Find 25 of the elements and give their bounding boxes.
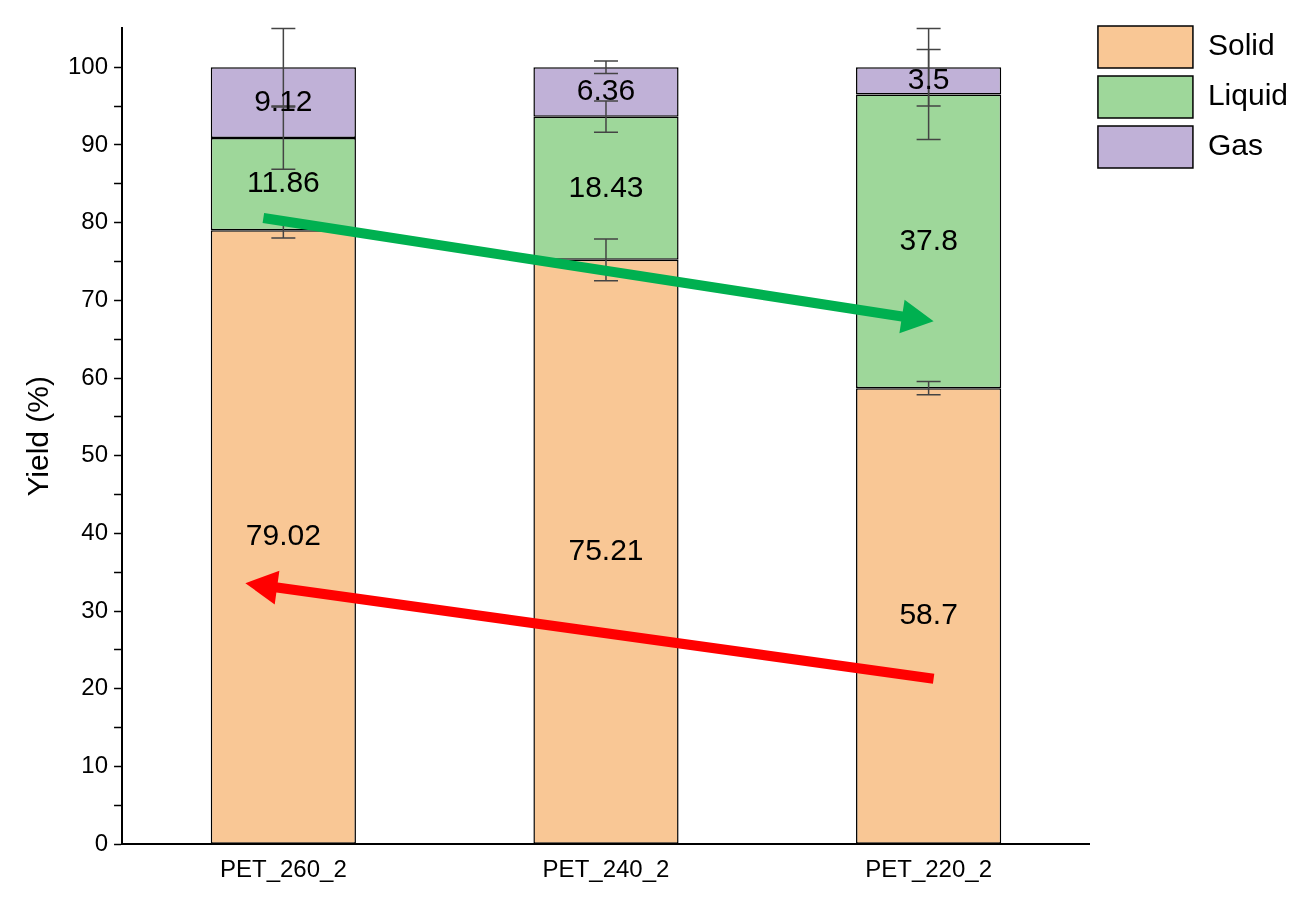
y-tick-label: 40 (81, 518, 109, 546)
y-tick-label: 0 (94, 828, 109, 856)
y-tick-label: 30 (81, 595, 109, 623)
y-tick-label: 60 (81, 362, 109, 390)
y-tick-label: 100 (68, 51, 109, 79)
y-tick-label: 10 (81, 751, 109, 779)
legend-label: Liquid (1207, 78, 1289, 112)
data-label: 6.36 (576, 73, 636, 107)
data-label: 58.7 (899, 597, 958, 631)
y-tick-label: 80 (81, 207, 109, 235)
data-label: 18.43 (568, 169, 644, 203)
y-tick-label: 20 (81, 673, 109, 701)
legend-label: Solid (1207, 28, 1275, 62)
data-label: 11.86 (246, 165, 320, 199)
y-tick-label: 90 (81, 129, 109, 157)
y-tick-label: 50 (81, 440, 109, 468)
legend-label: Gas (1207, 128, 1263, 162)
x-tick-label: PET_220_2 (865, 855, 992, 883)
data-label: 79.02 (245, 518, 321, 552)
y-tick-label: 70 (81, 284, 109, 312)
data-label: 37.8 (899, 222, 958, 256)
x-tick-label: PET_260_2 (219, 855, 347, 883)
x-tick-label: PET_240_2 (542, 855, 670, 883)
y-axis-title: Yield (%) (21, 376, 55, 497)
data-label: 75.21 (568, 533, 644, 567)
